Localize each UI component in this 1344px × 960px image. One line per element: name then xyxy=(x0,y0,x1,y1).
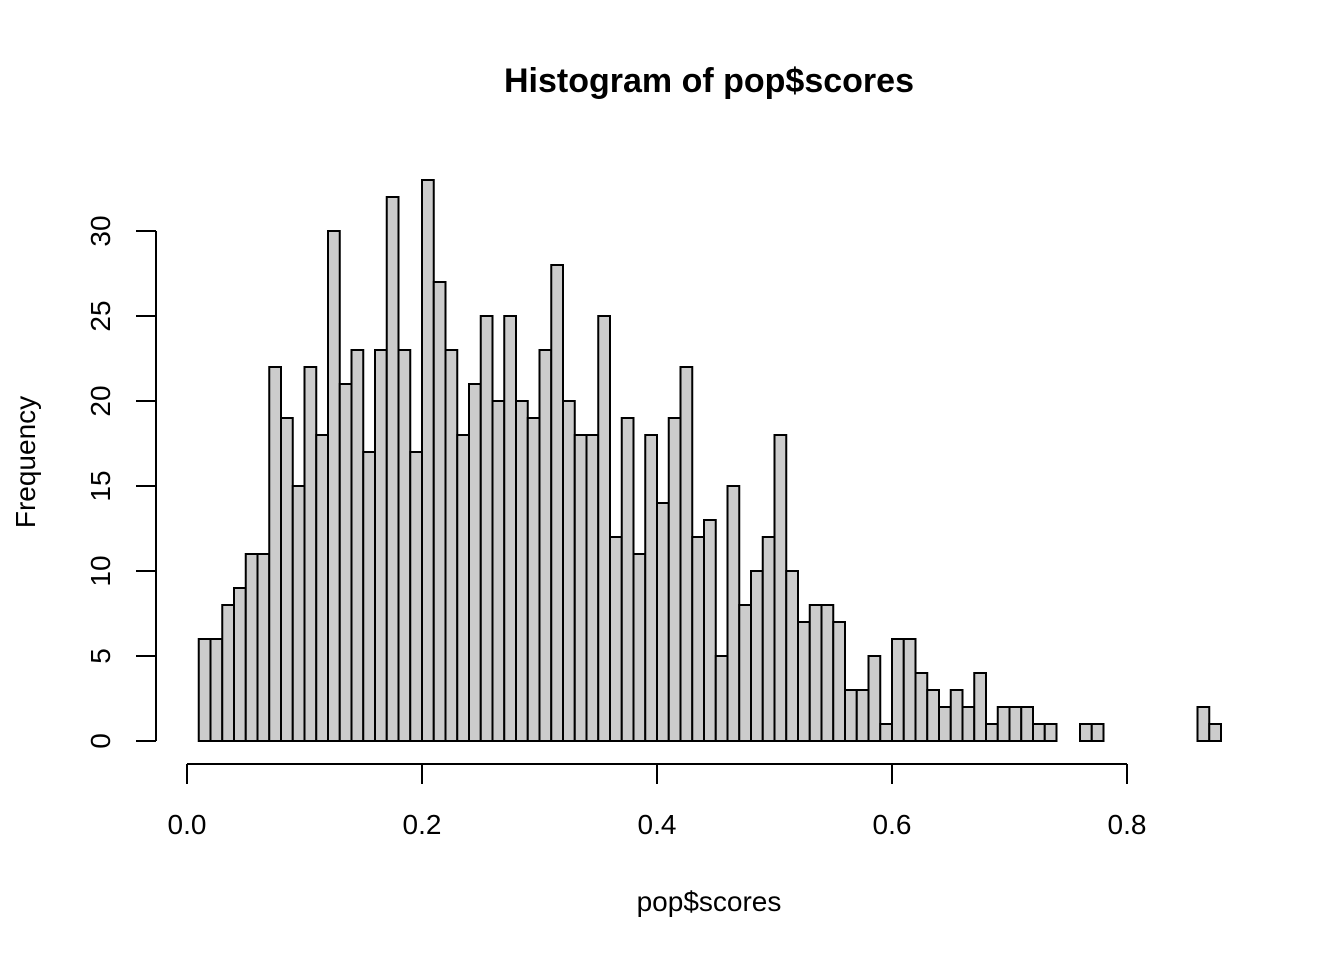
histogram-bar xyxy=(891,638,905,742)
histogram-bar xyxy=(350,349,365,742)
histogram-bar xyxy=(562,400,576,742)
chart-title: Histogram of pop$scores xyxy=(504,62,914,100)
histogram-bar xyxy=(585,434,600,742)
histogram-bar xyxy=(996,706,1011,742)
y-tick-label: 25 xyxy=(85,300,116,331)
histogram-bar xyxy=(832,621,846,742)
y-axis-label: Frequency xyxy=(10,396,41,528)
histogram-bar xyxy=(703,519,717,742)
histogram-bar xyxy=(867,655,882,742)
histogram-bar xyxy=(714,655,729,742)
histogram-bar xyxy=(468,383,482,742)
x-tick-label: 0.4 xyxy=(638,809,677,840)
histogram-bar xyxy=(679,366,694,742)
histogram-bar xyxy=(949,689,964,742)
x-tick-label: 0.0 xyxy=(168,809,207,840)
histogram-bar xyxy=(1208,723,1222,742)
histogram-bar xyxy=(961,706,976,742)
histogram-bar xyxy=(338,383,353,742)
histogram-bar xyxy=(785,570,799,742)
histogram-bar xyxy=(938,706,952,742)
histogram-bar xyxy=(409,451,423,742)
histogram-bar xyxy=(914,672,929,742)
histogram-bar xyxy=(256,553,271,742)
histogram-bar xyxy=(926,689,940,742)
histogram-bar xyxy=(620,417,635,742)
histogram-bar xyxy=(444,349,459,742)
histogram-bar xyxy=(432,281,447,742)
histogram-bar xyxy=(656,502,670,742)
histogram-bar xyxy=(973,672,987,742)
histogram-bar xyxy=(315,434,329,742)
histogram-bar xyxy=(327,230,341,742)
histogram-bar xyxy=(644,434,658,742)
histogram-bar xyxy=(726,485,741,742)
y-tick-label: 10 xyxy=(85,555,116,586)
histogram-bar xyxy=(1032,723,1046,742)
histogram-bar xyxy=(291,485,306,742)
histogram-bar xyxy=(421,179,435,742)
histogram-bar xyxy=(797,621,811,742)
histogram-bar xyxy=(1196,706,1211,742)
y-axis: 0 5 10 15 20 25 30 xyxy=(85,215,157,749)
histogram-bar xyxy=(855,689,870,742)
histogram-bar xyxy=(491,400,506,742)
histogram-bar xyxy=(773,434,788,742)
histogram-bar xyxy=(268,366,282,742)
histogram-bar xyxy=(550,264,564,742)
histogram-bar xyxy=(515,400,529,742)
y-tick-label: 5 xyxy=(85,648,116,664)
histogram-bar xyxy=(1043,723,1058,742)
histogram-bar xyxy=(397,349,412,742)
histogram-bar xyxy=(844,689,858,742)
x-tick-label: 0.2 xyxy=(403,809,442,840)
histogram-bar xyxy=(456,434,470,742)
histogram-bar xyxy=(902,638,917,742)
histogram-bar xyxy=(820,604,835,742)
y-tick-label: 20 xyxy=(85,385,116,416)
histogram-bar xyxy=(609,536,623,742)
x-axis-label: pop$scores xyxy=(637,886,782,917)
histogram-bar xyxy=(385,196,400,742)
histogram-bar xyxy=(479,315,494,742)
histogram-bar xyxy=(233,587,247,742)
x-axis: 0.0 0.2 0.4 0.6 0.8 xyxy=(168,763,1147,840)
histogram-bar xyxy=(1008,706,1023,742)
histogram-bar xyxy=(374,349,388,742)
histogram-bar xyxy=(503,315,517,742)
histogram-bar xyxy=(750,570,764,742)
histogram-bar xyxy=(738,604,752,742)
histogram-bar xyxy=(280,417,294,742)
histogram-bar xyxy=(691,536,705,742)
histogram-bar xyxy=(761,536,776,742)
histogram-bar xyxy=(879,723,893,742)
histogram-bar xyxy=(197,638,212,742)
histogram-bar xyxy=(244,553,259,742)
histogram-bar xyxy=(1079,723,1093,742)
histogram-bar xyxy=(808,604,823,742)
y-tick-label: 30 xyxy=(85,215,116,246)
histogram-bar xyxy=(632,553,647,742)
histogram-bar xyxy=(538,349,553,742)
histogram-bar xyxy=(303,366,318,742)
histogram-bar xyxy=(1090,723,1105,742)
histogram-bar xyxy=(597,315,611,742)
y-tick-label: 15 xyxy=(85,470,116,501)
histogram-bar xyxy=(573,434,588,742)
histogram-bar xyxy=(526,417,541,742)
x-tick-label: 0.6 xyxy=(873,809,912,840)
histogram-bar xyxy=(362,451,376,742)
bars-group xyxy=(197,179,1222,742)
y-tick-label: 0 xyxy=(85,733,116,749)
histogram-bar xyxy=(985,723,999,742)
histogram-bar xyxy=(1020,706,1034,742)
histogram-bar xyxy=(221,604,235,742)
histogram-bar xyxy=(209,638,224,742)
histogram-bar xyxy=(667,417,682,742)
x-tick-label: 0.8 xyxy=(1108,809,1147,840)
